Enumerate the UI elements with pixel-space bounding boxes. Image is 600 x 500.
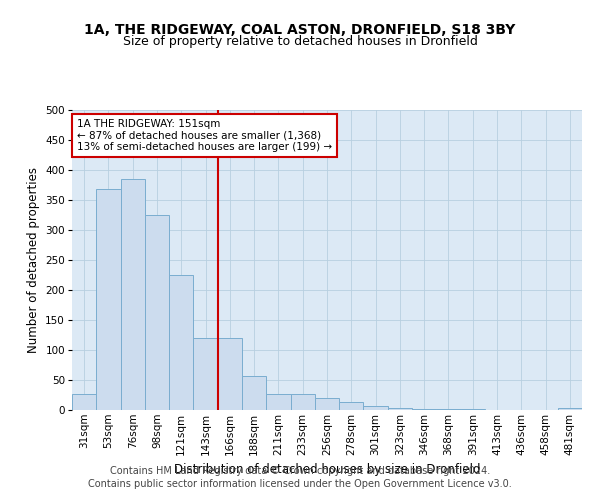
Bar [315,398,339,410]
Bar [193,338,218,410]
Bar [96,189,121,410]
Bar [339,402,364,410]
Text: 1A, THE RIDGEWAY, COAL ASTON, DRONFIELD, S18 3BY: 1A, THE RIDGEWAY, COAL ASTON, DRONFIELD,… [85,22,515,36]
Bar [72,394,96,410]
Bar [121,179,145,410]
Bar [388,408,412,410]
Bar [364,406,388,410]
Text: Size of property relative to detached houses in Dronfield: Size of property relative to detached ho… [122,35,478,48]
Text: 1A THE RIDGEWAY: 151sqm
← 87% of detached houses are smaller (1,368)
13% of semi: 1A THE RIDGEWAY: 151sqm ← 87% of detache… [77,119,332,152]
Text: Contains HM Land Registry data © Crown copyright and database right 2024.: Contains HM Land Registry data © Crown c… [110,466,490,476]
Bar [242,376,266,410]
Bar [412,409,436,410]
Bar [558,408,582,410]
Bar [266,394,290,410]
Bar [145,215,169,410]
Bar [290,394,315,410]
Text: Contains public sector information licensed under the Open Government Licence v3: Contains public sector information licen… [88,479,512,489]
Y-axis label: Number of detached properties: Number of detached properties [27,167,40,353]
Bar [169,275,193,410]
Bar [218,338,242,410]
X-axis label: Distribution of detached houses by size in Dronfield: Distribution of detached houses by size … [174,463,480,476]
